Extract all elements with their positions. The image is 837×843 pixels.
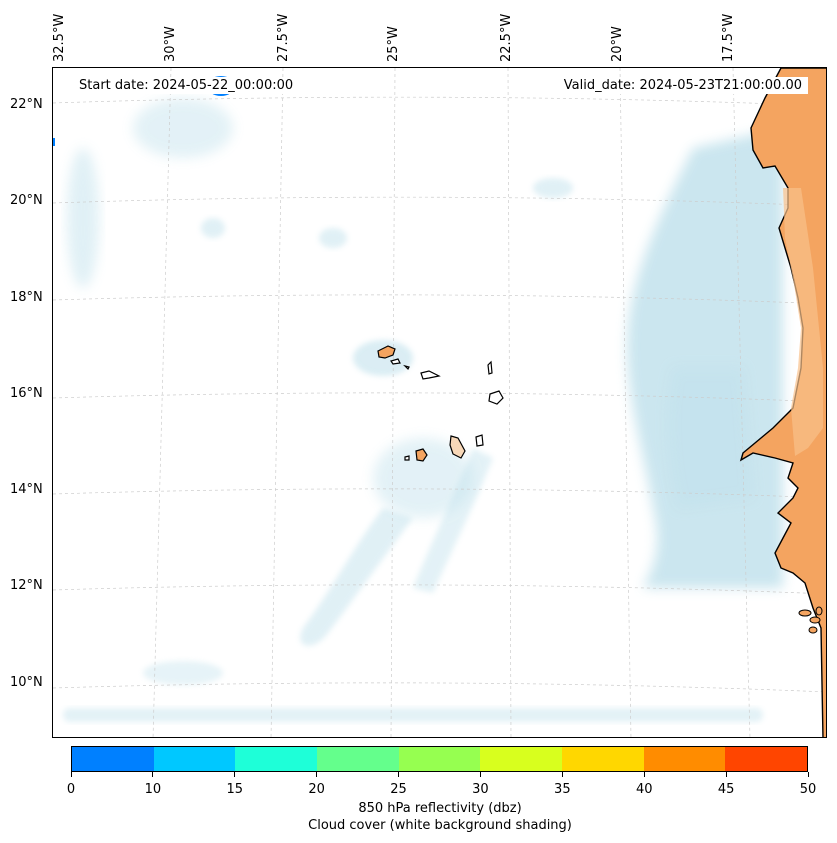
- colorbar-label: 850 hPa reflectivity (dbz): [358, 801, 522, 816]
- colorbar-segment: [235, 747, 318, 771]
- colorbar-tick-label: 30: [472, 782, 489, 797]
- colorbar-tick-mark: [70, 772, 72, 777]
- island-boa-vista: [488, 390, 504, 405]
- colorbar-tick-mark: [643, 772, 645, 777]
- lon-label-32-5w: 32.5°W: [52, 13, 67, 62]
- colorbar-segment: [317, 747, 399, 771]
- lon-label-27-5w: 27.5°W: [276, 13, 291, 62]
- island-sal: [487, 360, 493, 375]
- cape-verde-islands: [377, 345, 504, 462]
- start-date-label: Start date: 2024-05-22_00:00:00: [73, 77, 300, 94]
- island-sao-vicente: [390, 358, 401, 365]
- cloud-patch: [319, 228, 347, 248]
- cloud-band-east-inner: [667, 368, 753, 508]
- lat-label-22n: 22°N: [10, 97, 43, 112]
- map-panel: Start date: 2024-05-22_00:00:00 Valid_da…: [52, 67, 827, 738]
- colorbar-tick-mark: [316, 772, 318, 777]
- colorbar-tick-label: 40: [635, 782, 653, 797]
- island-santiago: [449, 435, 466, 459]
- island-maio: [475, 434, 484, 447]
- colorbar-sublabel: Cloud cover (white background shading): [308, 818, 572, 833]
- graticule: [53, 68, 826, 737]
- cloud-band-east: [627, 128, 783, 588]
- colorbar-segment: [562, 747, 644, 771]
- colorbar-tick-mark: [234, 772, 236, 777]
- cloud-streak: [413, 448, 493, 593]
- lat-label-20n: 20°N: [10, 193, 43, 208]
- cloud-cover-layer: [63, 98, 783, 722]
- colorbar-tick-label: 25: [390, 782, 407, 797]
- colorbar-segment: [398, 747, 481, 771]
- colorbar-tick-label: 0: [66, 782, 76, 797]
- island-fogo: [415, 448, 428, 462]
- colorbar-segment: [643, 747, 726, 771]
- colorbar-tick-mark: [152, 772, 154, 777]
- cloud-patch: [67, 148, 99, 288]
- island-brava: [404, 455, 410, 461]
- coastal-islands: [798, 606, 823, 634]
- colorbar-tick-mark: [725, 772, 727, 777]
- reflectivity-edge: [53, 138, 55, 146]
- colorbar-tick-mark: [398, 772, 400, 777]
- lon-label-30w: 30°W: [163, 26, 178, 62]
- colorbar-segment: [153, 747, 236, 771]
- colorbar-tick-label: 35: [554, 782, 571, 797]
- colorbar-segment: [725, 747, 808, 771]
- colorbar-tick-label: 50: [799, 782, 817, 797]
- colorbar-segment: [480, 747, 563, 771]
- valid-date-label: Valid_date: 2024-05-23T21:00:00.00: [557, 77, 808, 94]
- map-canvas: [53, 68, 826, 737]
- lon-label-22-5w: 22.5°W: [499, 13, 514, 62]
- cloud-patch: [373, 438, 473, 518]
- island-santa-luzia: [403, 364, 410, 371]
- cloud-patch: [133, 98, 233, 158]
- cloud-patch: [533, 178, 573, 198]
- colorbar-tick-label: 45: [717, 782, 735, 797]
- lat-label-14n: 14°N: [10, 482, 43, 497]
- reflectivity-colorbar: [71, 746, 808, 772]
- lat-label-16n: 16°N: [10, 386, 43, 401]
- colorbar-tick-mark: [561, 772, 563, 777]
- colorbar-tick-label: 20: [308, 782, 325, 797]
- cloud-streak: [300, 508, 413, 646]
- island-santo-antao: [377, 345, 396, 359]
- cloud-patch: [143, 661, 223, 685]
- cloud-band-south: [63, 708, 763, 722]
- colorbar-tick-label: 10: [144, 782, 162, 797]
- lat-label-18n: 18°N: [10, 290, 43, 305]
- island-sao-nicolau: [420, 370, 441, 380]
- coast-lighter-band: [783, 188, 823, 456]
- cloud-patch: [201, 218, 225, 238]
- lon-label-20w: 20°W: [610, 26, 625, 62]
- colorbar-tick-label: 15: [226, 782, 244, 797]
- lat-label-12n: 12°N: [10, 578, 43, 593]
- lat-label-10n: 10°N: [10, 675, 43, 690]
- lon-label-25w: 25°W: [386, 26, 401, 62]
- colorbar-segment: [72, 747, 154, 771]
- colorbar-tick-mark: [479, 772, 481, 777]
- lon-label-17-5w: 17.5°W: [721, 13, 736, 62]
- colorbar-tick-mark: [807, 772, 809, 777]
